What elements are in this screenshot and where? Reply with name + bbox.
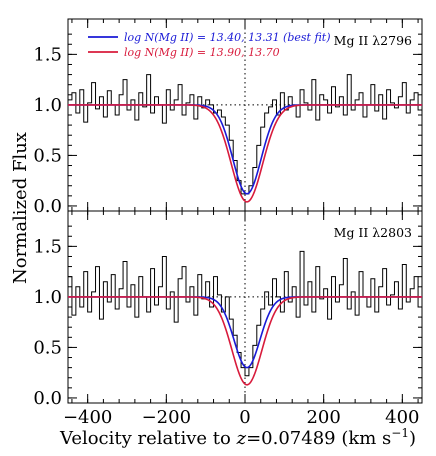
legend-label-alt: log N(Mg II) = 13.90, 13.70 [124,46,280,59]
y-tick-label: 1.0 [33,95,62,116]
x-axis-title: Velocity relative to z=0.07489 (km s−1) [59,426,416,449]
panel-transition-label: Mg II λ2803 [334,225,412,240]
panel-2: 0.0 0.5 1.0 1.5 Mg II λ2803 [33,210,423,409]
legend-label-best-fit: log N(Mg II) = 13.40, 13.31 (best fit) [124,31,331,44]
x-tick-label: 200 [306,407,340,428]
panel-1: 0.0 0.5 1.0 1.5 Mg II λ2796 [33,18,423,217]
y-tick-label: 1.5 [33,236,62,257]
alt-model-curve [68,104,422,203]
y-tick-label: 0.0 [33,196,62,217]
panels-group: 0.0 0.5 1.0 1.5 Mg II λ2796 0.0 0.5 1.0 1.5 Mg II… [33,18,423,428]
x-tick-label: −200 [142,407,191,428]
x-tick-label: −400 [63,407,112,428]
legend: log N(Mg II) = 13.40, 13.31 (best fit) l… [88,31,331,59]
x-tick-label: 400 [385,407,419,428]
y-tick-label: 0.5 [33,145,62,166]
y-tick-label: 0.5 [33,337,62,358]
y-tick-label: 1.5 [33,44,62,65]
y-axis-title: Normalized Flux [10,132,31,284]
panel-transition-label: Mg II λ2796 [334,33,412,48]
y-tick-label: 0.0 [33,388,62,409]
flux-data-histogram [68,250,422,377]
y-tick-label: 1.0 [33,287,62,308]
x-tick-label: 0 [239,407,250,428]
alt-model-curve [68,296,422,386]
